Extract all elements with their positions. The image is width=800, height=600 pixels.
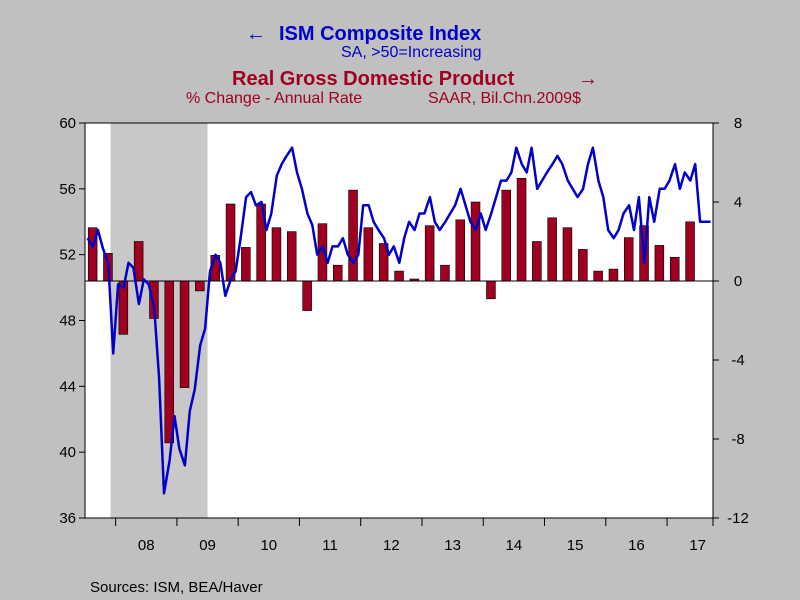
left-tick-label: 60 (59, 115, 76, 132)
gdp-legend-arrow: → (578, 68, 598, 90)
ism-legend-title: ISM Composite Index (279, 23, 481, 45)
right-tick-label: -4 (731, 352, 744, 369)
gdp-legend-title: Real Gross Domestic Product (232, 68, 515, 90)
gdp-bar (225, 203, 236, 282)
left-tick-label: 40 (59, 444, 76, 461)
gdp-bar (271, 227, 282, 282)
left-tick-label: 56 (59, 181, 76, 198)
gdp-bar-series (87, 178, 695, 444)
gdp-bar (241, 247, 251, 282)
gdp-bar (164, 280, 175, 444)
gdp-bar (348, 189, 358, 282)
ism-legend-subtitle: SA, >50=Increasing (341, 44, 482, 61)
gdp-bar (470, 201, 481, 282)
gdp-bar (286, 231, 297, 282)
gdp-bar (669, 256, 680, 282)
gdp-bar (302, 280, 312, 311)
gdp-bar (486, 280, 496, 300)
right-tick-label: -12 (727, 510, 749, 527)
x-tick-label: 10 (260, 537, 277, 554)
gdp-bar (578, 249, 588, 282)
gdp-bar (562, 227, 573, 282)
x-tick-label: 16 (628, 537, 645, 554)
right-tick-label: 8 (734, 115, 742, 132)
gdp-legend-subtitle-left: % Change - Annual Rate (186, 90, 362, 107)
gdp-bar (332, 264, 343, 282)
right-tick-label: -8 (731, 431, 744, 448)
left-tick-label: 52 (59, 247, 76, 264)
gdp-bar (516, 178, 527, 282)
left-axis: 36 40 44 48 52 56 60 (59, 115, 85, 527)
x-tick-label: 13 (444, 537, 461, 554)
right-tick-label: 4 (734, 194, 742, 211)
gdp-bar (424, 225, 435, 282)
ism-line-series (86, 146, 711, 495)
ism-legend-arrow: ← (246, 23, 266, 45)
gdp-bar (532, 241, 542, 282)
gdp-bar (623, 237, 634, 282)
gdp-bar (547, 217, 557, 282)
gdp-bar (593, 270, 603, 282)
x-tick-label: 12 (383, 537, 400, 554)
x-axis: 08 09 10 11 12 13 14 15 16 17 (115, 518, 714, 554)
right-axis: -12 -8 -4 0 4 8 (713, 115, 749, 527)
x-tick-label: 08 (138, 537, 155, 554)
gdp-legend-subtitle-right: SAAR, Bil.Chn.2009$ (428, 90, 581, 107)
gdp-bar (608, 268, 619, 282)
gdp-bar (685, 221, 695, 282)
left-tick-label: 36 (59, 510, 76, 527)
gdp-bar (501, 189, 511, 282)
gdp-bar (363, 227, 374, 282)
right-tick-label: 0 (734, 273, 742, 290)
gdp-bar (440, 264, 450, 282)
gdp-bar (179, 280, 190, 388)
gdp-bar (394, 270, 404, 282)
gdp-bar (118, 280, 129, 335)
x-tick-label: 14 (506, 537, 523, 554)
gdp-bar (195, 280, 205, 292)
x-tick-label: 15 (567, 537, 584, 554)
x-tick-label: 09 (199, 537, 216, 554)
gdp-bar (654, 245, 665, 282)
left-tick-label: 48 (59, 313, 76, 330)
x-tick-label: 17 (689, 537, 706, 554)
left-tick-label: 44 (59, 378, 76, 395)
x-tick-label: 11 (322, 537, 338, 554)
source-note: Sources: ISM, BEA/Haver (90, 579, 263, 596)
gdp-bar (455, 219, 465, 282)
